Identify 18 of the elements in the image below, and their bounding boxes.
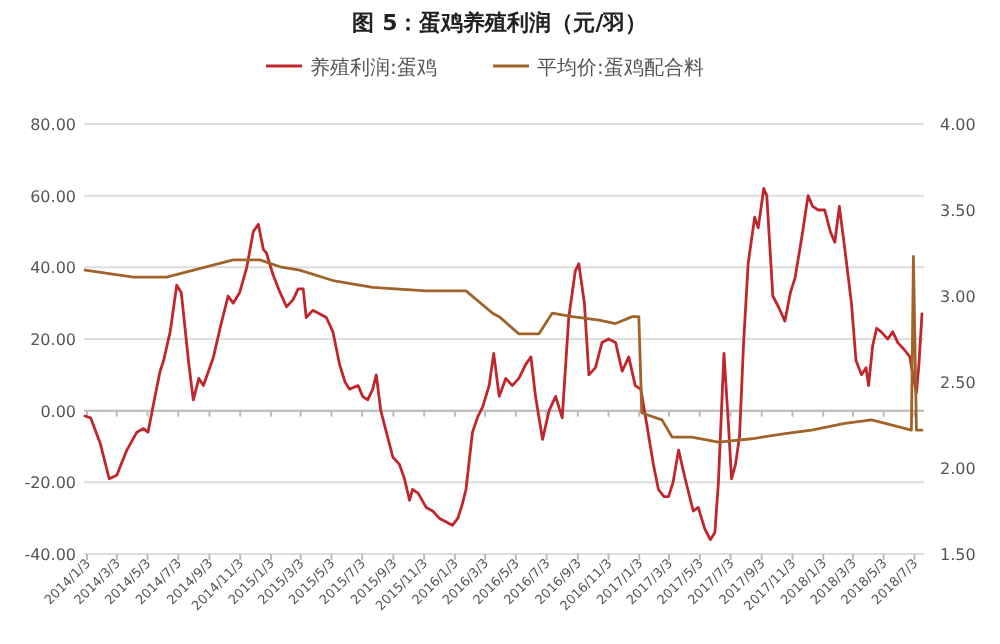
y2-tick-label: 2.00 xyxy=(940,460,976,478)
y-tick-label: -20.00 xyxy=(24,474,76,493)
y-tick-label: 80.00 xyxy=(30,116,76,134)
y-tick-label: 0.00 xyxy=(40,402,76,421)
line-series xyxy=(83,187,924,542)
y-tick-label: 60.00 xyxy=(30,187,76,206)
y-tick-label: 40.00 xyxy=(30,259,76,278)
y2-tick-label: 1.50 xyxy=(940,546,976,564)
y-tick-label: 20.00 xyxy=(30,331,76,349)
y2-tick-label: 3.00 xyxy=(940,288,976,306)
y2-tick-label: 2.50 xyxy=(940,374,976,392)
y2-tick-label: 4.00 xyxy=(940,116,976,134)
legend-label: 养殖利润:蛋鸡 xyxy=(310,56,437,80)
legend-label: 平均价:蛋鸡配合料 xyxy=(537,56,704,80)
line-series xyxy=(83,255,924,444)
chart-title: 图 5：蛋鸡养殖利润（元/羽） xyxy=(352,10,648,36)
y2-tick-label: 3.50 xyxy=(940,202,976,220)
y-tick-label: -40.00 xyxy=(24,546,76,564)
